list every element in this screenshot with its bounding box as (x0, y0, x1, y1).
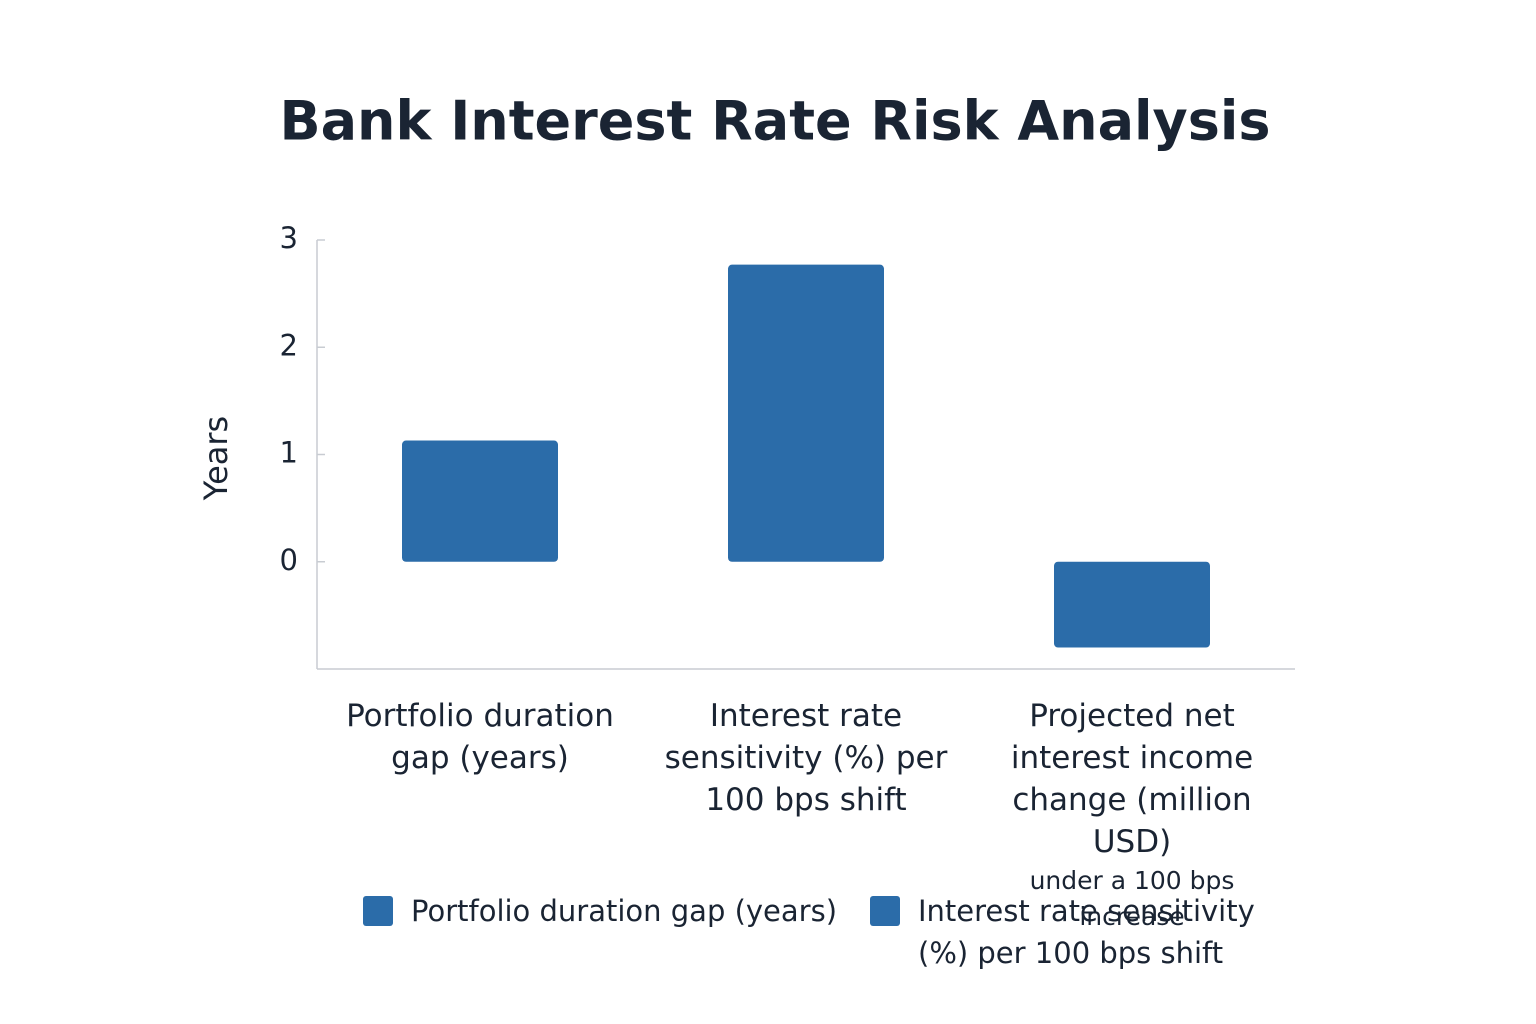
bar (1054, 561, 1210, 648)
legend-label: Portfolio duration gap (years) (411, 894, 838, 928)
y-tick-label: 1 (280, 436, 298, 470)
x-tick-label: Interest rate sensitivity (%) per 100 bp… (664, 698, 948, 818)
legend-swatch (870, 896, 900, 926)
y-axis-label: Years (197, 416, 235, 501)
x-tick-label-box: Projected net interest income change (mi… (982, 695, 1282, 935)
y-tick-label: 3 (280, 221, 298, 255)
y-tick-label: 2 (280, 328, 298, 362)
x-tick-note: under a 100 bps increase (1029, 866, 1235, 931)
legend-item: Portfolio duration gap (years) (363, 890, 843, 932)
x-tick-label-box: Interest rate sensitivity (%) per 100 bp… (656, 695, 956, 821)
legend-item: Interest rate sensitivity (%) per 100 bp… (870, 890, 1260, 974)
y-tick-label: 0 (280, 543, 298, 577)
bar (402, 440, 558, 562)
legend-label: Interest rate sensitivity (%) per 100 bp… (918, 894, 1255, 970)
bar (728, 264, 884, 562)
x-tick-label-box: Portfolio duration gap (years) (330, 695, 630, 779)
legend-swatch (363, 896, 393, 926)
x-tick-label: Projected net interest income change (mi… (1010, 698, 1254, 860)
x-tick-label: Portfolio duration gap (years) (346, 698, 614, 776)
chart-title: Bank Interest Rate Risk Analysis (279, 90, 1270, 153)
